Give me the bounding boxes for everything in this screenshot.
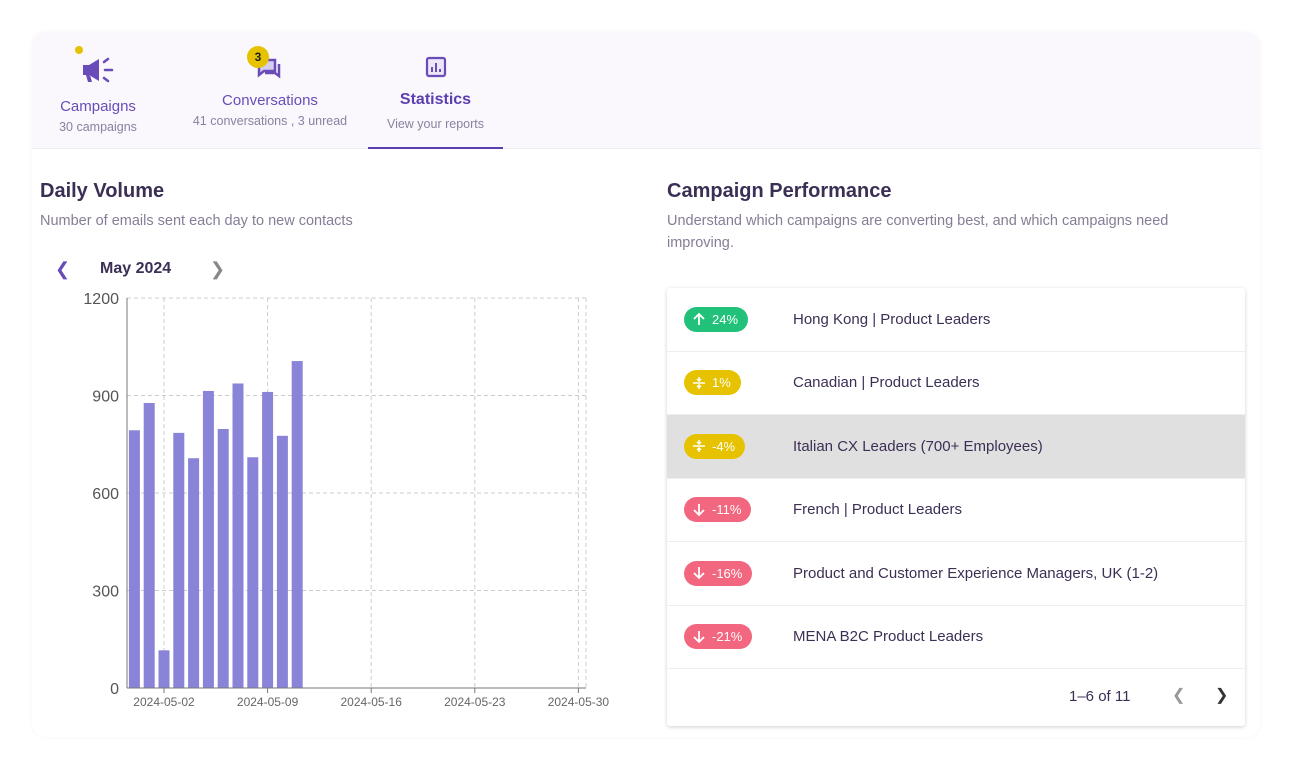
x-tick-label: 2024-05-09 — [237, 695, 299, 709]
x-tick-label: 2024-05-16 — [341, 695, 403, 709]
trend-flat-icon — [693, 376, 705, 389]
daily-volume-desc: Number of emails sent each day to new co… — [40, 213, 353, 229]
y-tick-label: 600 — [92, 486, 119, 503]
change-value: -21% — [712, 629, 743, 645]
campaign-name: Italian CX Leaders (700+ Employees) — [793, 437, 1043, 455]
campaign-row[interactable]: -16% Product and Customer Experience Mana… — [667, 542, 1245, 606]
change-value: -16% — [712, 565, 743, 581]
bar — [276, 435, 288, 688]
x-tick-label: 2024-05-23 — [444, 695, 506, 709]
tab-sub: View your reports — [386, 117, 485, 131]
bar — [173, 432, 185, 688]
tab-label: Statistics — [399, 91, 472, 108]
campaign-performance-desc: Understand which campaigns are convertin… — [667, 213, 1169, 251]
bar — [158, 650, 170, 688]
tab-sub: 41 conversations , 3 unread — [192, 114, 348, 128]
daily-volume-title: Daily Volume — [40, 180, 165, 202]
trend-down-icon — [693, 503, 705, 517]
change-badge: -11% — [684, 497, 752, 523]
bar — [202, 390, 214, 688]
campaign-row[interactable]: -4% Italian CX Leaders (700+ Employees) — [667, 415, 1245, 479]
change-badge: 24% — [684, 306, 749, 332]
bar — [128, 430, 140, 688]
y-tick-label: 1200 — [83, 291, 119, 308]
tab-label: Conversations — [222, 92, 318, 109]
tab-bar: Campaigns 30 campaigns 3 Conversations 4… — [32, 32, 1260, 149]
pagination-label: 1–6 of 11 — [1069, 688, 1131, 705]
change-badge: -4% — [684, 433, 746, 459]
campaign-name: Hong Kong | Product Leaders — [793, 310, 991, 328]
change-value: -4% — [712, 438, 736, 454]
campaign-name: French | Product Leaders — [793, 501, 962, 519]
change-badge: 1% — [684, 370, 741, 396]
bar — [291, 361, 303, 688]
x-tick-label: 2024-05-30 — [548, 695, 610, 709]
bar — [247, 457, 259, 688]
prev-month-button[interactable]: ❮ — [55, 259, 71, 279]
campaign-name: Canadian | Product Leaders — [793, 374, 980, 392]
tab-statistics[interactable]: Statistics View your reports — [368, 32, 503, 149]
x-tick-label: 2024-05-02 — [133, 695, 195, 709]
bar — [232, 383, 244, 688]
trend-down-icon — [693, 630, 705, 644]
campaign-performance-title: Campaign Performance — [667, 180, 892, 202]
y-tick-label: 900 — [92, 389, 119, 406]
tab-sub: 30 campaigns — [59, 120, 137, 134]
trend-flat-icon — [693, 440, 705, 453]
trend-down-icon — [693, 567, 705, 580]
bar — [188, 458, 200, 688]
tab-label: Campaigns — [60, 98, 136, 115]
change-badge: -16% — [684, 560, 753, 586]
pagination: 1–6 of 11 ❮ ❯ — [667, 668, 1245, 726]
campaign-row[interactable]: 1% Canadian | Product Leaders — [667, 352, 1245, 415]
megaphone-icon — [83, 57, 114, 83]
y-tick-label: 300 — [92, 584, 119, 601]
change-value: 1% — [712, 375, 731, 391]
campaign-name: MENA B2C Product Leaders — [793, 628, 984, 646]
change-badge: -21% — [684, 624, 753, 650]
campaign-row[interactable]: 24% Hong Kong | Product Leaders — [667, 288, 1245, 352]
daily-volume-chart: 0 300 600 900 1200 2024-05-02 2024-05-09 2024-0… — [83, 291, 610, 709]
next-month-button[interactable]: ❯ — [210, 259, 226, 279]
month-label: May 2024 — [100, 260, 172, 277]
campaign-name: Product and Customer Experience Managers… — [793, 564, 1159, 582]
change-value: -11% — [712, 502, 742, 518]
next-page-button[interactable]: ❯ — [1215, 687, 1229, 704]
campaign-row[interactable]: -11% French | Product Leaders — [667, 479, 1245, 542]
bar — [262, 391, 274, 688]
prev-page-button[interactable]: ❮ — [1172, 687, 1186, 704]
bar-chart-icon — [425, 56, 447, 78]
unread-badge: 3 — [247, 46, 269, 68]
bar — [217, 428, 229, 688]
notification-dot — [75, 46, 83, 54]
campaign-row[interactable]: -21% MENA B2C Product Leaders — [667, 606, 1245, 669]
tab-conversations[interactable]: 3 Conversations 41 conversations , 3 unr… — [187, 32, 353, 149]
trend-up-icon — [693, 312, 705, 326]
bar — [143, 402, 155, 688]
tab-campaigns[interactable]: Campaigns 30 campaigns — [50, 32, 146, 149]
change-value: 24% — [712, 311, 739, 327]
campaign-list: 24% Hong Kong | Product Leaders 1% Canadian… — [667, 288, 1245, 726]
y-tick-label: 0 — [110, 681, 119, 698]
